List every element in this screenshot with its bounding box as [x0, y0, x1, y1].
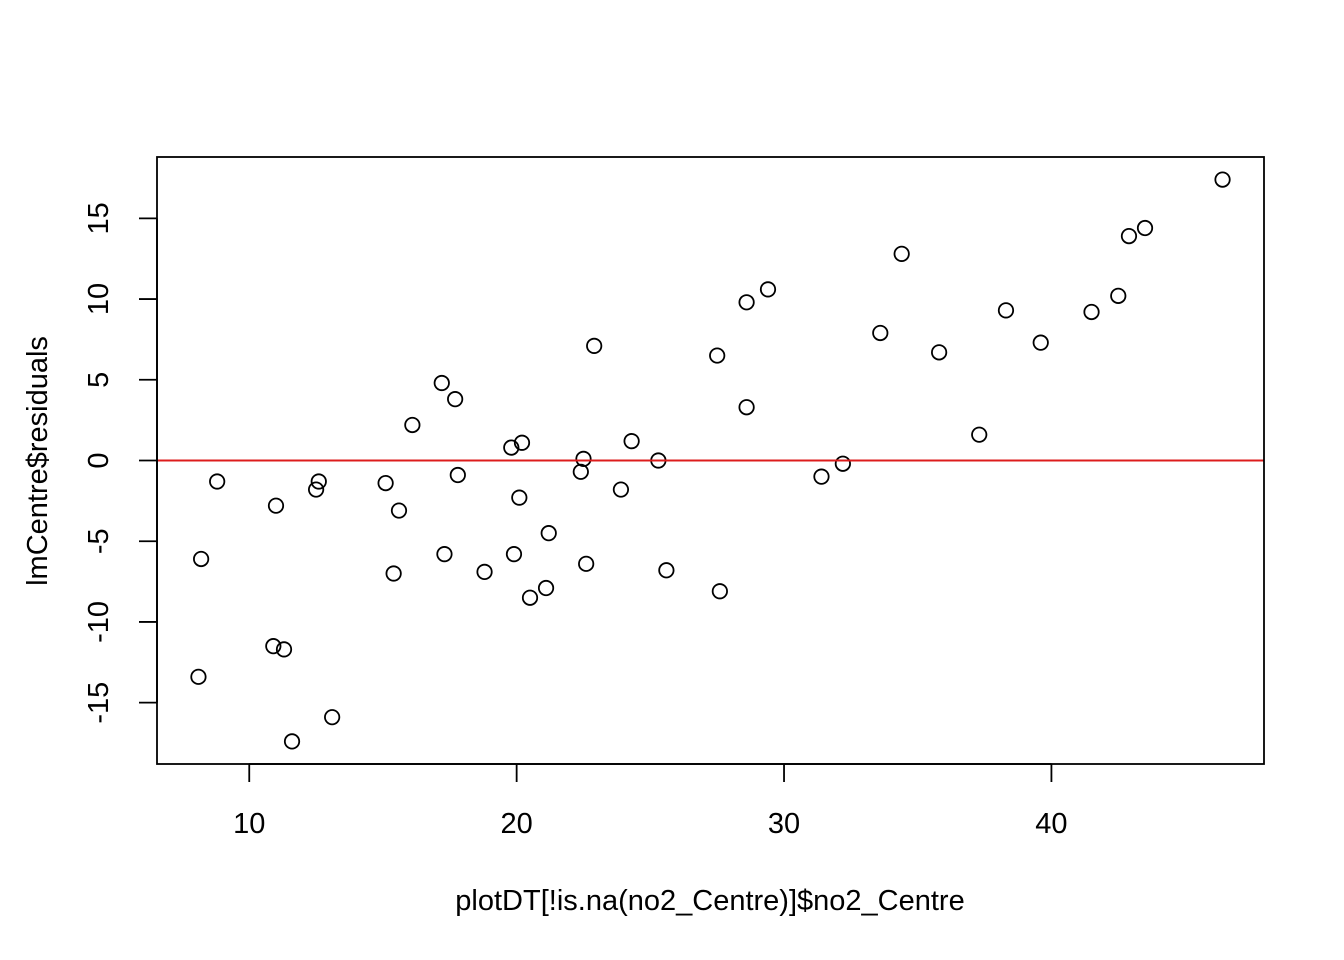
data-point-25 [537, 579, 555, 597]
data-point-5 [267, 497, 285, 514]
plot-area [157, 171, 1264, 750]
y-tick-label--15: -15 [83, 682, 115, 724]
data-point-3 [209, 473, 226, 490]
data-point-16 [436, 546, 453, 563]
axes: 10 20 30 40 -15 -10 -5 0 5 10 15 [83, 156, 1265, 840]
data-point-32 [623, 433, 640, 450]
data-point-48 [1083, 303, 1100, 321]
data-point-7 [283, 733, 301, 750]
data-point-35 [709, 347, 726, 364]
data-point-47 [1032, 334, 1049, 351]
data-point-49 [1110, 287, 1127, 304]
data-point-14 [404, 416, 421, 434]
x-axis-label: plotDT[!is.na(no2_Centre)]$no2_Centre [455, 885, 964, 917]
data-point-9 [310, 473, 327, 490]
data-point-43 [893, 245, 910, 262]
data-point-10 [324, 709, 341, 726]
x-tick-label-20: 20 [501, 808, 533, 840]
data-point-6 [275, 641, 293, 658]
data-point-38 [738, 399, 755, 416]
y-tick-label-15: 15 [83, 202, 115, 234]
data-point-11 [377, 474, 394, 492]
data-point-12 [385, 565, 402, 582]
data-point-31 [612, 481, 630, 498]
data-point-21 [505, 546, 523, 563]
data-point-26 [540, 525, 557, 542]
y-axis-label: lmCentre$residuals [22, 336, 54, 586]
data-point-51 [1136, 219, 1154, 237]
data-point-8 [307, 481, 325, 498]
data-point-44 [931, 344, 948, 361]
data-point-24 [521, 589, 539, 606]
data-point-13 [390, 502, 408, 519]
data-point-36 [711, 583, 728, 600]
data-point-34 [658, 562, 675, 579]
y-tick-label--10: -10 [83, 601, 115, 643]
x-tick-label-40: 40 [1035, 808, 1067, 840]
data-point-27 [572, 463, 589, 480]
data-point-4 [265, 638, 282, 655]
data-point-19 [476, 563, 493, 580]
data-point-1 [190, 668, 207, 685]
data-point-23 [513, 434, 531, 451]
data-point-2 [193, 550, 210, 568]
data-point-22 [511, 489, 528, 506]
data-point-50 [1120, 228, 1138, 245]
data-point-39 [759, 281, 777, 298]
data-point-30 [586, 337, 603, 354]
data-point-45 [971, 426, 988, 443]
y-tick-label-5: 5 [83, 372, 115, 388]
data-point-28 [575, 450, 592, 467]
data-point-37 [738, 294, 755, 311]
data-point-20 [503, 439, 520, 456]
y-tick-label-0: 0 [83, 452, 115, 468]
data-point-46 [997, 302, 1015, 319]
x-tick-label-10: 10 [233, 808, 265, 840]
data-point-52 [1214, 171, 1231, 188]
y-tick-label-10: 10 [83, 283, 115, 315]
data-point-42 [872, 324, 889, 342]
data-point-17 [447, 391, 464, 408]
data-point-41 [834, 455, 851, 472]
data-point-29 [578, 555, 595, 572]
data-point-18 [449, 466, 466, 484]
x-tick-label-30: 30 [768, 808, 800, 840]
data-point-15 [433, 374, 450, 392]
y-tick-label--5: -5 [83, 528, 115, 554]
data-point-40 [813, 468, 830, 485]
